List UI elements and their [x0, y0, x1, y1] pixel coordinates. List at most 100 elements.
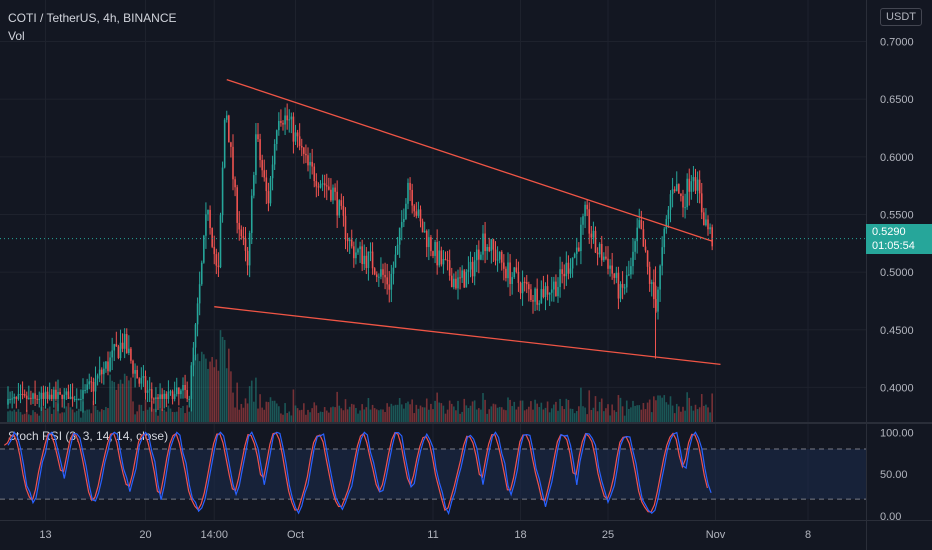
volume-bar [269, 397, 272, 422]
volume-bar [36, 413, 38, 422]
volume-bar [486, 413, 488, 422]
volume-bar [15, 411, 18, 422]
candle-body [450, 275, 453, 288]
volume-bar [621, 406, 624, 422]
candle-body [267, 191, 270, 204]
volume-bar [7, 411, 9, 422]
lower-trendline [214, 306, 721, 365]
volume-bar [644, 409, 647, 422]
volume-bar [192, 357, 195, 422]
price-tick-label: 0.4000 [880, 382, 914, 394]
candle-body [134, 370, 136, 374]
volume-bar [682, 406, 684, 422]
candle-body [378, 276, 380, 278]
candle-body [511, 277, 513, 284]
volume-bar [215, 359, 218, 422]
candle-body [557, 287, 559, 297]
volume-bar [432, 409, 434, 422]
volume-bar [315, 405, 318, 422]
volume-bar [459, 413, 461, 422]
candle-body [273, 144, 276, 165]
volume-bar [680, 411, 682, 422]
candle-body [292, 116, 295, 142]
volume-bar [205, 358, 207, 422]
volume-bar [59, 413, 61, 422]
candle-body [67, 391, 70, 399]
candle-body [473, 260, 476, 277]
currency-button[interactable]: USDT [880, 8, 922, 26]
candle-body [417, 209, 420, 216]
volume-bar [182, 405, 184, 422]
candle-body [98, 369, 101, 376]
volume-bar [305, 414, 307, 422]
volume-bar [63, 412, 66, 422]
volume-bar [461, 411, 463, 422]
volume-bar [378, 410, 380, 422]
candle-body [698, 179, 701, 194]
candle-body [650, 282, 653, 284]
time-tick-label: Oct [287, 529, 304, 541]
volume-bar [207, 368, 209, 422]
candle-body [213, 246, 216, 255]
candle-body [136, 370, 138, 379]
candle-body [261, 160, 263, 171]
candle-body [425, 230, 428, 248]
volume-bar [509, 399, 511, 422]
volume-bar [513, 401, 516, 422]
volume-bar [236, 382, 238, 422]
candle-body [440, 250, 443, 265]
candle-body [48, 394, 51, 399]
volume-bar [200, 351, 203, 422]
volume-bar [528, 406, 530, 422]
candle-body [65, 391, 68, 395]
candle-body [680, 193, 682, 197]
candle-body [78, 398, 80, 400]
volume-bar [569, 408, 572, 422]
candle-body [403, 218, 405, 223]
volume-bar [671, 405, 674, 422]
volume-bar [278, 406, 280, 422]
volume-bar [350, 403, 353, 422]
candle-body [311, 161, 313, 167]
candle-body [705, 219, 707, 226]
candle-body [230, 142, 232, 147]
candle-body [640, 220, 643, 230]
volume-bar [619, 397, 622, 422]
volume-bar [73, 412, 76, 422]
candle-body [323, 183, 326, 186]
candle-body [165, 393, 168, 399]
candle-body [255, 134, 257, 176]
volume-bar [159, 407, 161, 422]
volume-bar [92, 400, 95, 422]
volume-bar [638, 405, 641, 422]
candle-body [63, 394, 66, 399]
candle-body [115, 344, 118, 347]
volume-bar [332, 406, 334, 422]
candle-body [663, 228, 666, 248]
volume-bar [421, 407, 424, 422]
volume-bar [28, 414, 30, 422]
time-tick-label: 18 [514, 529, 526, 541]
candle-body [250, 195, 253, 233]
volume-bar [123, 373, 126, 422]
candle-body [355, 252, 357, 259]
volume-bar [700, 394, 703, 422]
candle-body [400, 222, 403, 228]
volume-bar [105, 406, 107, 422]
volume-bar [103, 410, 105, 422]
candle-body [11, 398, 13, 400]
volume-bar [94, 405, 97, 422]
volume-bar [96, 409, 99, 422]
candle-body [542, 289, 545, 298]
volume-bar [450, 403, 453, 422]
candle-body [338, 200, 341, 216]
candle-body [373, 268, 376, 275]
volume-bar [244, 398, 247, 422]
volume-bar [234, 407, 236, 422]
volume-bar [323, 407, 326, 422]
volume-bar [628, 408, 630, 422]
volume-bar [303, 403, 305, 422]
volume-bar [409, 404, 411, 422]
volume-bar [261, 407, 263, 422]
